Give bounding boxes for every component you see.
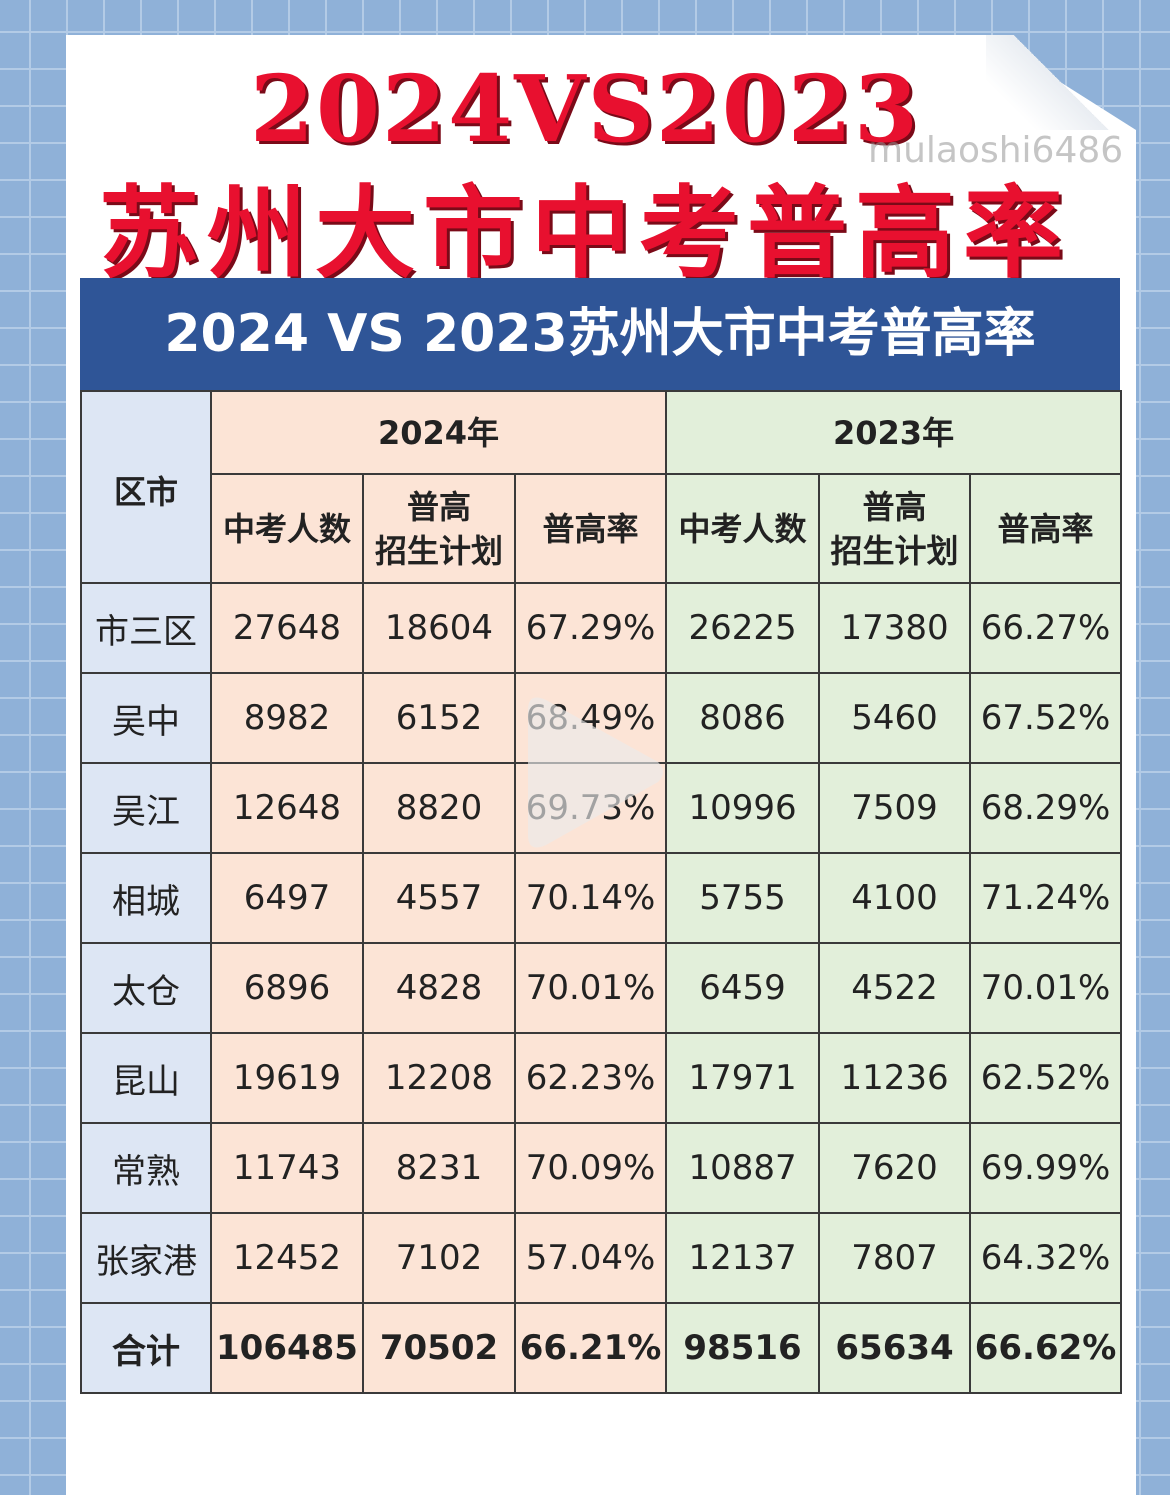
table-banner: 2024 VS 2023苏州大市中考普高率: [80, 278, 1120, 390]
rate-2023: 62.52%: [969, 1032, 1123, 1124]
district-cell: 太仓: [80, 942, 212, 1034]
district-cell: 吴江: [80, 762, 212, 854]
total-row: 合计 106485 70502 66.21% 98516 65634 66.62%: [80, 1302, 1123, 1394]
exam-count-2024: 6896: [210, 942, 364, 1034]
title-main: 苏州大市中考普高率: [99, 175, 1071, 292]
folded-corner: [986, 35, 1136, 130]
plan-count-2024: 7102: [362, 1212, 516, 1304]
exam-count-2024: 12648: [210, 762, 364, 854]
table-row: 太仓 6896 4828 70.01% 6459 4522 70.01%: [80, 942, 1123, 1034]
exam-count-2024: 27648: [210, 582, 364, 674]
exam-count-2024: 12452: [210, 1212, 364, 1304]
rate-2024: 70.09%: [513, 1122, 668, 1214]
plan-count-2024: 12208: [362, 1032, 516, 1124]
column-header: 普高率: [969, 473, 1123, 584]
exam-count-2023: 12137: [665, 1212, 821, 1304]
table-row: 吴中 8982 6152 68.49% 8086 5460 67.52%: [80, 672, 1123, 764]
plan-count-2024: 4557: [362, 852, 516, 944]
plan-count-2024: 4828: [362, 942, 516, 1034]
district-cell: 常熟: [80, 1122, 212, 1214]
exam-count-2023: 5755: [665, 852, 821, 944]
plan-count-2024: 18604: [362, 582, 516, 674]
rate-2024: 70.01%: [513, 942, 668, 1034]
column-header: 普高 招生计划: [818, 473, 972, 584]
plan-count-2023: 7509: [818, 762, 972, 854]
table-row: 昆山 19619 12208 62.23% 17971 11236 62.52%: [80, 1032, 1123, 1124]
district-cell: 张家港: [80, 1212, 212, 1304]
district-cell: 吴中: [80, 672, 212, 764]
rate-2023: 66.62%: [969, 1302, 1123, 1394]
plan-count-2024: 6152: [362, 672, 516, 764]
column-header: 中考人数: [665, 473, 821, 584]
table-row: 相城 6497 4557 70.14% 5755 4100 71.24%: [80, 852, 1123, 944]
title-years: 2024VS2023: [250, 55, 920, 163]
district-cell: 相城: [80, 852, 212, 944]
plan-count-2024: 70502: [362, 1302, 516, 1394]
watermark: mulaoshi6486: [868, 130, 1124, 171]
exam-count-2023: 17971: [665, 1032, 821, 1124]
table-row: 张家港 12452 7102 57.04% 12137 7807 64.32%: [80, 1212, 1123, 1304]
exam-count-2024: 11743: [210, 1122, 364, 1214]
plan-count-2023: 17380: [818, 582, 972, 674]
rate-2023: 66.27%: [969, 582, 1123, 674]
header-2024: 2024年: [209, 390, 668, 475]
rate-2023: 68.29%: [969, 762, 1123, 854]
exam-count-2023: 26225: [665, 582, 821, 674]
exam-count-2023: 8086: [665, 672, 821, 764]
rate-2024: 57.04%: [513, 1212, 668, 1304]
data-table: 区市 2024年 2023年 中考人数 普高 招生计划 普高率 中考人数 普高 招生计划…: [80, 390, 1123, 1394]
exam-count-2023: 10887: [665, 1122, 821, 1214]
table-row: 常熟 11743 8231 70.09% 10887 7620 69.99%: [80, 1122, 1123, 1214]
plan-count-2023: 4522: [818, 942, 972, 1034]
rate-2023: 64.32%: [969, 1212, 1123, 1304]
column-header: 普高 招生计划: [362, 473, 516, 584]
rate-2023: 71.24%: [969, 852, 1123, 944]
plan-count-2023: 5460: [818, 672, 972, 764]
rate-2024: 70.14%: [513, 852, 668, 944]
rate-2023: 67.52%: [969, 672, 1123, 764]
header-2023: 2023年: [665, 390, 1123, 475]
rate-2024: 62.23%: [513, 1032, 668, 1124]
column-header: 中考人数: [210, 473, 364, 584]
exam-count-2024: 19619: [210, 1032, 364, 1124]
plan-count-2023: 7807: [818, 1212, 972, 1304]
plan-count-2023: 11236: [818, 1032, 972, 1124]
district-cell: 昆山: [80, 1032, 212, 1124]
district-cell: 合计: [80, 1302, 212, 1394]
plan-count-2024: 8820: [362, 762, 516, 854]
exam-count-2024: 6497: [210, 852, 364, 944]
rate-2024: 67.29%: [513, 582, 668, 674]
play-icon[interactable]: [518, 690, 668, 855]
district-cell: 市三区: [80, 582, 212, 674]
exam-count-2023: 6459: [665, 942, 821, 1034]
rate-2024: 66.21%: [513, 1302, 668, 1394]
exam-count-2023: 98516: [665, 1302, 821, 1394]
table-row: 市三区 27648 18604 67.29% 26225 17380 66.27%: [80, 582, 1123, 674]
plan-count-2023: 4100: [818, 852, 972, 944]
exam-count-2024: 8982: [210, 672, 364, 764]
column-header: 普高率: [513, 473, 668, 584]
plan-count-2023: 65634: [818, 1302, 972, 1394]
plan-count-2023: 7620: [818, 1122, 972, 1214]
rate-2023: 69.99%: [969, 1122, 1123, 1214]
rate-2023: 70.01%: [969, 942, 1123, 1034]
header-district: 区市: [80, 390, 212, 584]
exam-count-2023: 10996: [665, 762, 821, 854]
plan-count-2024: 8231: [362, 1122, 516, 1214]
exam-count-2024: 106485: [210, 1302, 364, 1394]
